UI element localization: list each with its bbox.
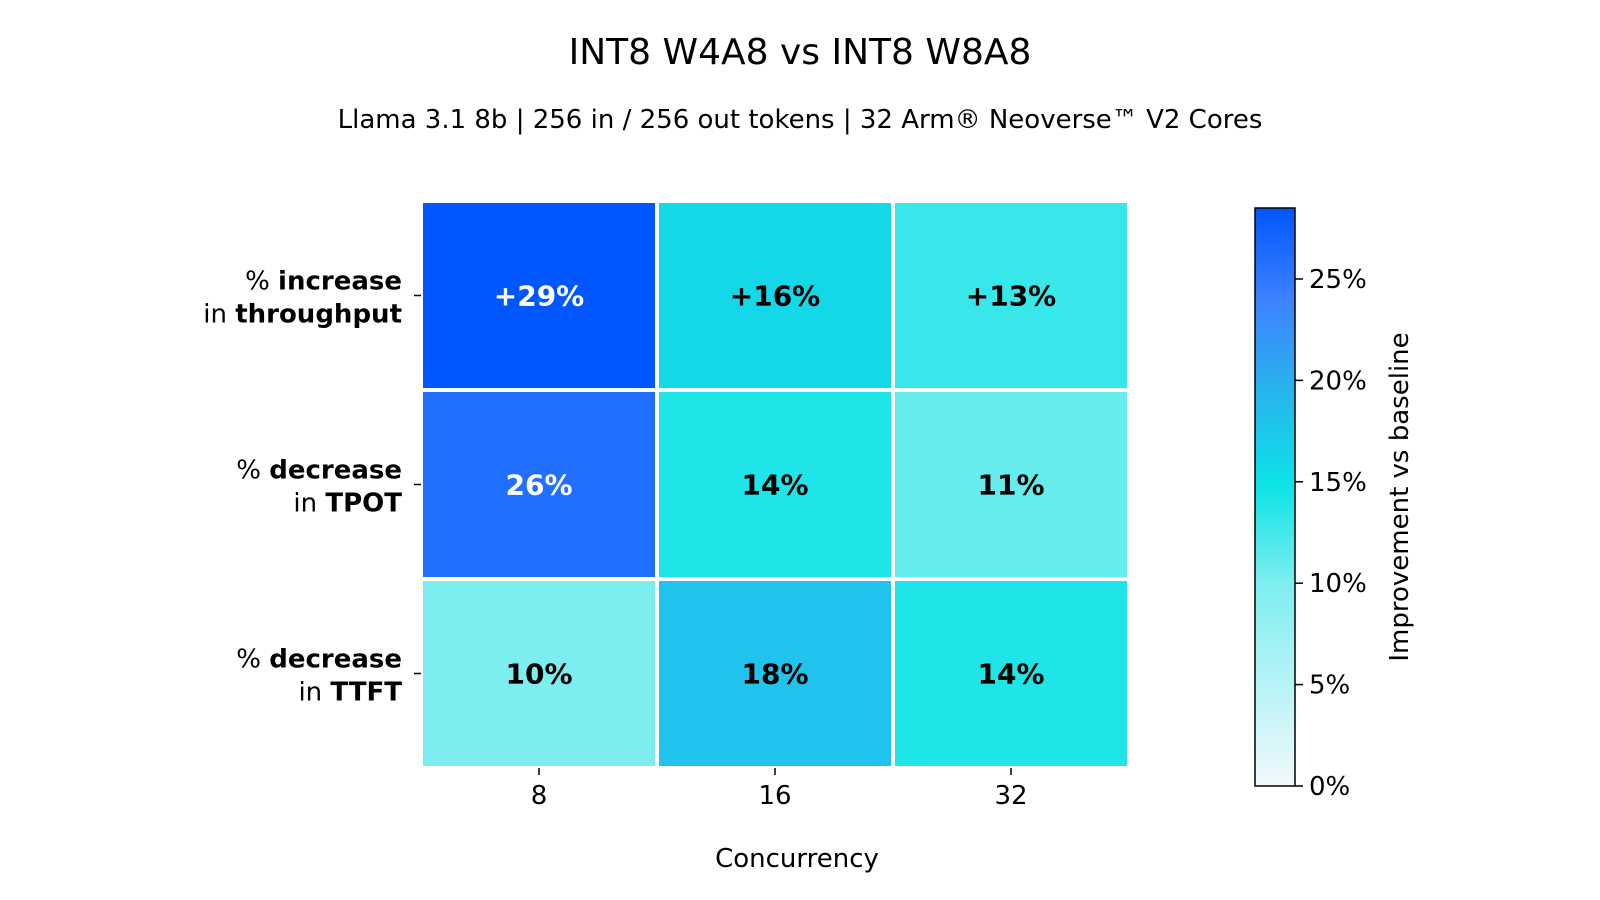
heatmap-cell bbox=[423, 581, 655, 766]
y-tick-label: % increase bbox=[245, 267, 402, 297]
chart-subtitle: Llama 3.1 8b | 256 in / 256 out tokens |… bbox=[338, 105, 1263, 135]
y-tick-label: in TPOT bbox=[293, 489, 402, 519]
chart-title: INT8 W4A8 vs INT8 W8A8 bbox=[569, 32, 1032, 73]
heatmap-cell bbox=[659, 392, 891, 577]
heatmap-cell bbox=[659, 581, 891, 766]
x-tick-label: 16 bbox=[758, 781, 791, 811]
colorbar-tick-label: 25% bbox=[1309, 265, 1367, 295]
heatmap-cell bbox=[423, 392, 655, 577]
cell-value-label: +16% bbox=[730, 280, 820, 313]
heatmap-cell bbox=[895, 581, 1127, 766]
colorbar-tick-label: 10% bbox=[1309, 569, 1367, 599]
y-tick-label: % decrease bbox=[236, 456, 402, 486]
heatmap-cells: +29% +16% +13% 26% 14% 11% 10% 18% 14% bbox=[423, 203, 1127, 766]
colorbar-tick-label: 5% bbox=[1309, 671, 1350, 701]
cell-value-label: 11% bbox=[977, 469, 1044, 502]
colorbar-gradient bbox=[1254, 207, 1296, 787]
colorbar: 0% 5% 10% 15% 20% 25% bbox=[1254, 207, 1367, 802]
colorbar-tick-label: 20% bbox=[1309, 366, 1367, 396]
cell-value-label: +29% bbox=[494, 280, 584, 313]
heatmap-cell bbox=[895, 203, 1127, 388]
colorbar-label: Improvement vs baseline bbox=[1385, 332, 1415, 661]
cell-value-label: 14% bbox=[741, 469, 808, 502]
cell-value-label: 10% bbox=[505, 658, 572, 691]
cell-value-label: 18% bbox=[741, 658, 808, 691]
x-axis-label: Concurrency bbox=[715, 844, 879, 874]
heatmap-cell bbox=[659, 203, 891, 388]
cell-value-label: 26% bbox=[505, 469, 572, 502]
x-tick-label: 8 bbox=[531, 781, 548, 811]
x-tick-label: 32 bbox=[994, 781, 1027, 811]
cell-value-label: +13% bbox=[966, 280, 1056, 313]
y-tick-label: in throughput bbox=[203, 300, 402, 330]
heatmap-cell bbox=[423, 203, 655, 388]
colorbar-tick-label: 0% bbox=[1309, 772, 1350, 802]
heatmap-cell bbox=[895, 392, 1127, 577]
x-axis-ticks: 8 16 32 bbox=[531, 768, 1028, 811]
cell-value-label: 14% bbox=[977, 658, 1044, 691]
y-tick-label: % decrease bbox=[236, 645, 402, 675]
y-tick-label: in TTFT bbox=[298, 678, 402, 708]
colorbar-tick-label: 15% bbox=[1309, 468, 1367, 498]
